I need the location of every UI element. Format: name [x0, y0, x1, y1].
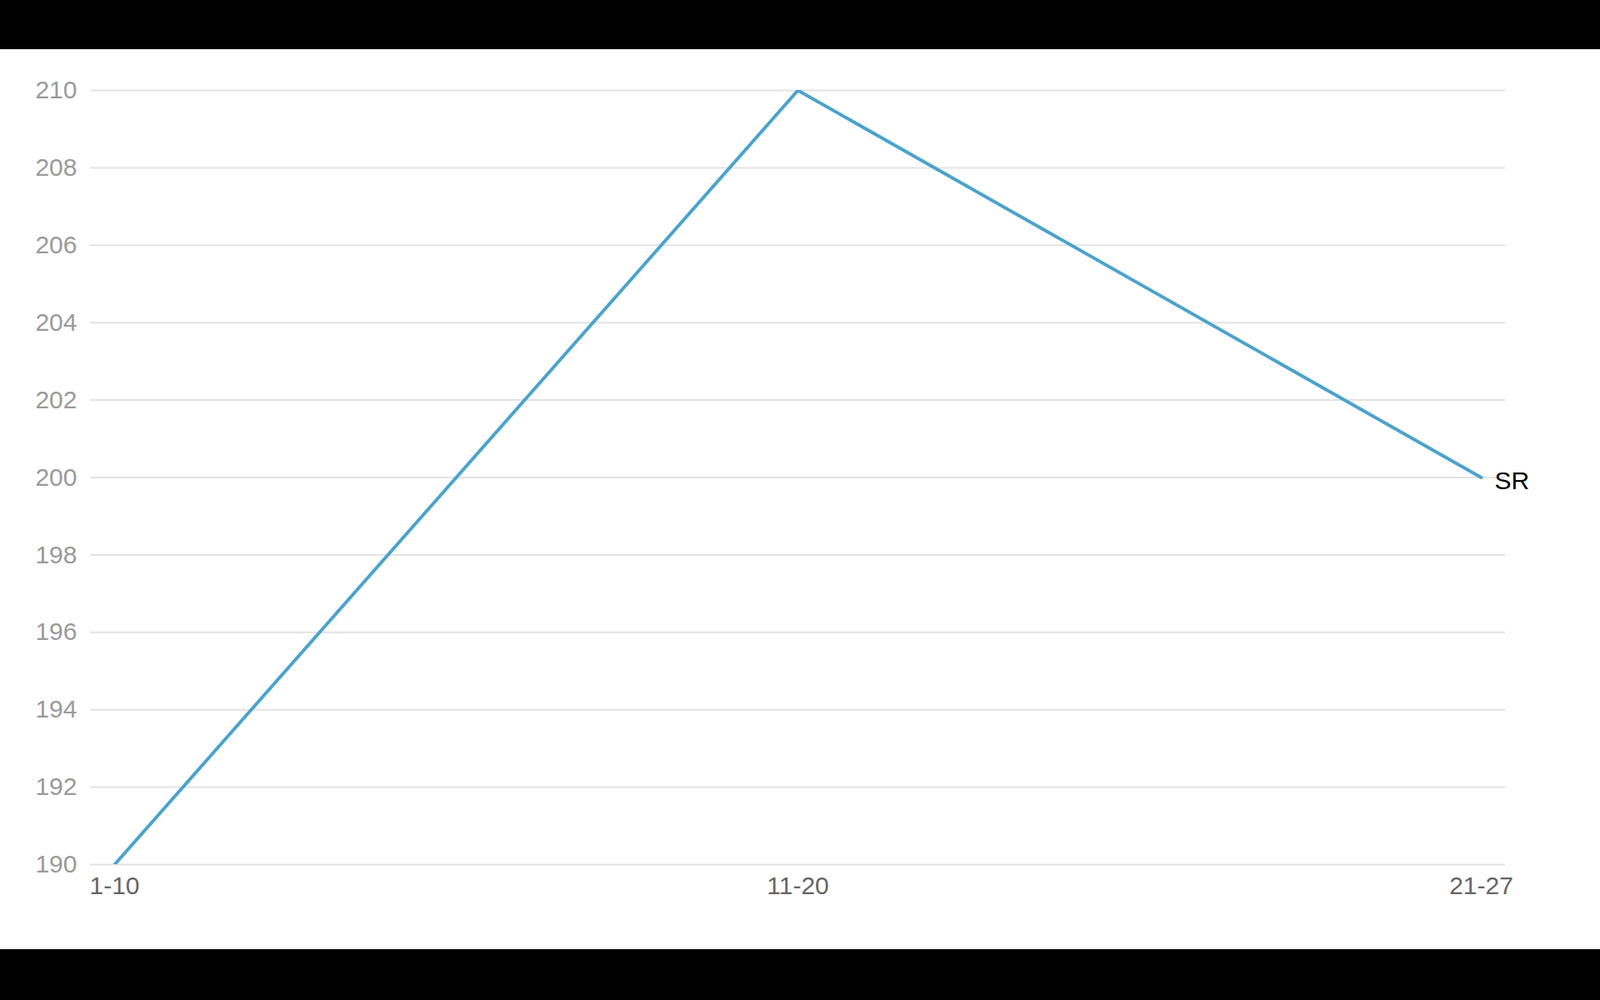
svg-text:SR: SR	[1495, 466, 1530, 495]
svg-text:208: 208	[35, 153, 77, 181]
svg-text:202: 202	[35, 385, 77, 414]
svg-text:190: 190	[35, 850, 77, 878]
svg-text:21-27: 21-27	[1449, 871, 1514, 900]
svg-text:198: 198	[35, 540, 77, 569]
svg-text:194: 194	[35, 695, 77, 723]
svg-text:210: 210	[35, 75, 77, 104]
svg-text:206: 206	[35, 230, 77, 259]
svg-text:196: 196	[35, 617, 77, 645]
svg-text:11-20: 11-20	[766, 871, 830, 900]
svg-text:204: 204	[35, 308, 77, 336]
svg-text:1-10: 1-10	[89, 871, 140, 900]
svg-text:200: 200	[35, 463, 77, 491]
svg-text:192: 192	[35, 772, 77, 800]
